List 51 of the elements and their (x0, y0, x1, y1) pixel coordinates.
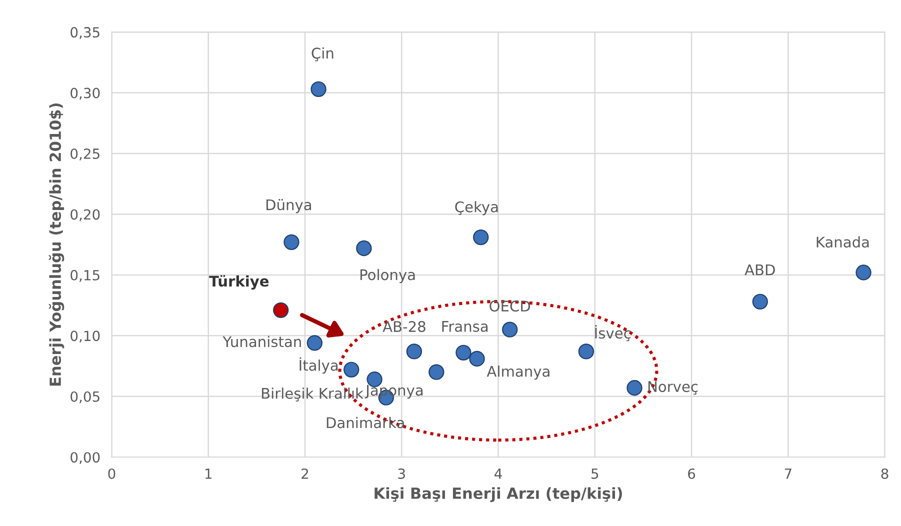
point (272, 302, 289, 318)
point (469, 350, 485, 367)
x-tick-label: 6 (688, 468, 696, 479)
annotation: Çekya (455, 201, 498, 216)
annotation: Fransa (442, 321, 488, 332)
point (856, 264, 872, 280)
y-tick-label: 0,20 (70, 209, 100, 222)
x-tick-label: 1 (205, 468, 212, 479)
y-tick-label: 0,10 (70, 330, 100, 343)
x-tick-label: 0 (108, 468, 116, 479)
point (578, 344, 594, 360)
x-axis-title: Kişi Başı Enerji Arzı (tep/kişi) (374, 487, 622, 502)
annotation: Kanada (816, 236, 869, 248)
annotation: Yunanistan (222, 336, 301, 348)
point (456, 344, 472, 360)
y-tick-label: 0,05 (70, 391, 100, 404)
point (406, 344, 422, 360)
x-tick-label: 7 (784, 468, 792, 479)
annotation: AB-28 (382, 321, 426, 332)
annotation: ABD (744, 264, 775, 276)
x-tick-label: 5 (592, 468, 598, 479)
y-tick-label: 0,35 (70, 27, 100, 39)
point (344, 362, 360, 378)
point (356, 240, 372, 256)
x-tick-label: 4 (494, 468, 502, 479)
annotation: Polonya (360, 268, 415, 284)
y-tick-label: 0,00 (70, 452, 100, 464)
x-tick-label: 8 (881, 468, 888, 479)
annotation: Çin (312, 47, 334, 62)
annotation: İtalya (300, 357, 338, 374)
annotation: Almanya (486, 366, 550, 380)
point (428, 364, 444, 380)
point (306, 335, 322, 351)
x-tick-label: 2 (302, 468, 308, 479)
point (473, 229, 489, 246)
annotation: Türkiye (209, 275, 269, 290)
point (310, 81, 326, 97)
point (502, 322, 518, 338)
point (752, 294, 768, 310)
annotation: Norveç (648, 381, 698, 395)
point (284, 234, 300, 250)
y-tick-label: 0,25 (70, 148, 100, 160)
annotation: Dünya (266, 199, 311, 214)
annotation: İsveç (595, 325, 630, 342)
point (626, 380, 642, 396)
annotation: OECD (490, 300, 530, 312)
x-tick-label: 3 (398, 468, 405, 479)
y-tick-label: 0,30 (70, 88, 100, 100)
y-tick-label: 0,15 (70, 270, 100, 282)
annotation: Birleşik Krallık (262, 388, 364, 402)
y-axis-title: Enerji Yoğunluğu (tep/bin 2010$) (48, 104, 64, 386)
